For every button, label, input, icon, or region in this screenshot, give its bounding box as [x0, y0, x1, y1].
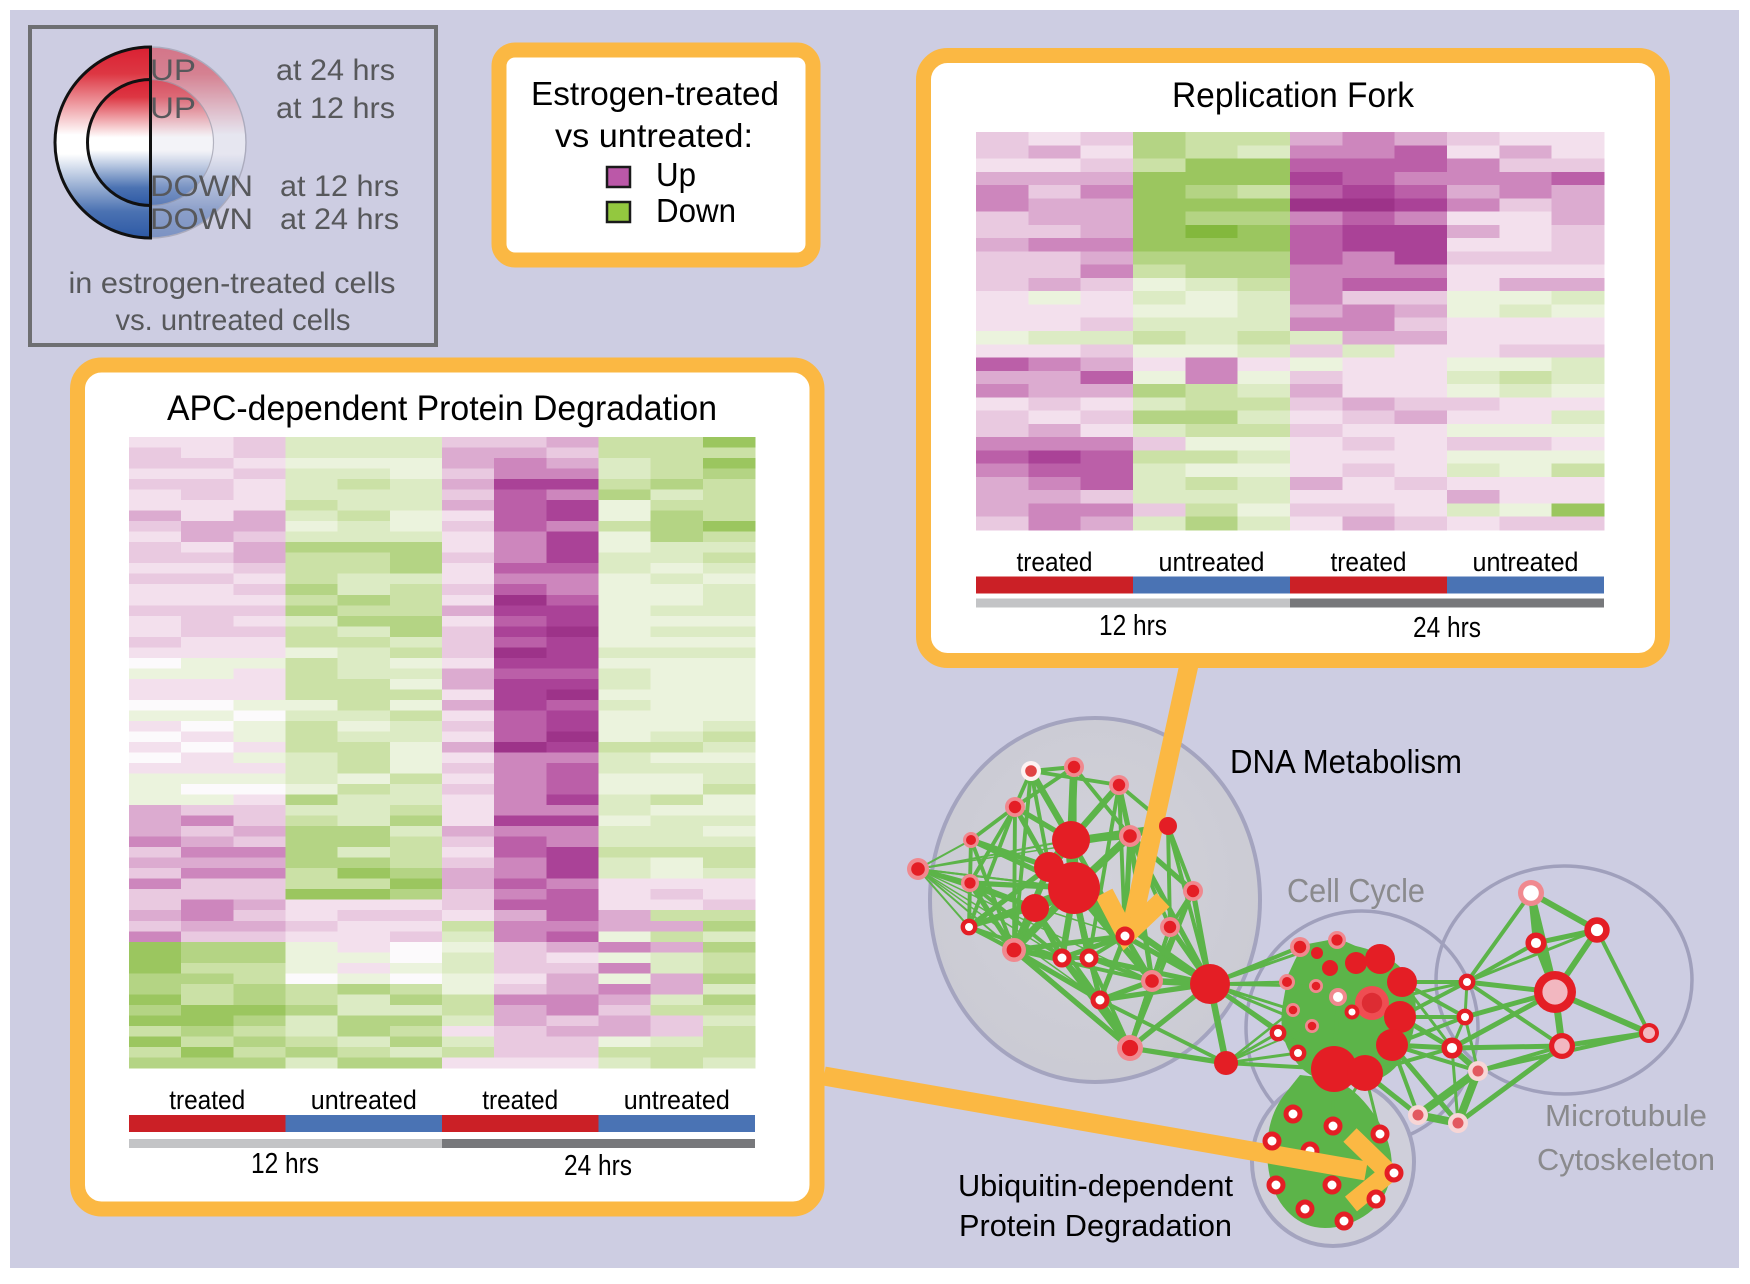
svg-text:in estrogen-treated cells: in estrogen-treated cells [69, 267, 396, 300]
svg-text:Estrogen-treated: Estrogen-treated [531, 75, 779, 112]
svg-text:DOWN: DOWN [150, 203, 253, 236]
svg-text:treated: treated [1331, 547, 1407, 577]
svg-text:12 hrs: 12 hrs [1099, 610, 1167, 642]
svg-text:24 hrs: 24 hrs [564, 1150, 632, 1182]
svg-text:at 24 hrs: at 24 hrs [276, 54, 395, 87]
svg-text:untreated: untreated [1473, 547, 1579, 577]
svg-text:DOWN: DOWN [150, 170, 253, 203]
svg-text:Protein Degradation: Protein Degradation [959, 1208, 1232, 1243]
svg-text:UP: UP [150, 92, 196, 125]
svg-text:vs untreated:: vs untreated: [555, 117, 753, 154]
svg-text:Microtubule: Microtubule [1545, 1098, 1707, 1133]
svg-text:at 12 hrs: at 12 hrs [280, 170, 399, 203]
svg-text:at 24 hrs: at 24 hrs [280, 203, 399, 236]
svg-text:untreated: untreated [311, 1085, 417, 1115]
svg-text:Ubiquitin-dependent: Ubiquitin-dependent [958, 1168, 1233, 1203]
svg-text:Cytoskeleton: Cytoskeleton [1537, 1142, 1715, 1177]
svg-text:at 12 hrs: at 12 hrs [276, 92, 395, 125]
svg-text:DNA Metabolism: DNA Metabolism [1230, 743, 1462, 780]
svg-text:treated: treated [169, 1085, 245, 1115]
svg-text:APC-dependent Protein Degradat: APC-dependent Protein Degradation [167, 389, 717, 428]
svg-text:untreated: untreated [1159, 547, 1265, 577]
svg-text:vs. untreated cells: vs. untreated cells [116, 304, 351, 337]
svg-text:treated: treated [1017, 547, 1093, 577]
svg-text:Cell Cycle: Cell Cycle [1287, 872, 1425, 909]
svg-text:24 hrs: 24 hrs [1413, 612, 1481, 644]
svg-text:Down: Down [656, 192, 736, 229]
svg-text:untreated: untreated [624, 1085, 730, 1115]
svg-text:Up: Up [656, 156, 696, 193]
svg-text:12 hrs: 12 hrs [251, 1148, 319, 1180]
svg-text:treated: treated [482, 1085, 558, 1115]
svg-text:UP: UP [150, 54, 196, 87]
svg-text:Replication Fork: Replication Fork [1172, 76, 1414, 115]
